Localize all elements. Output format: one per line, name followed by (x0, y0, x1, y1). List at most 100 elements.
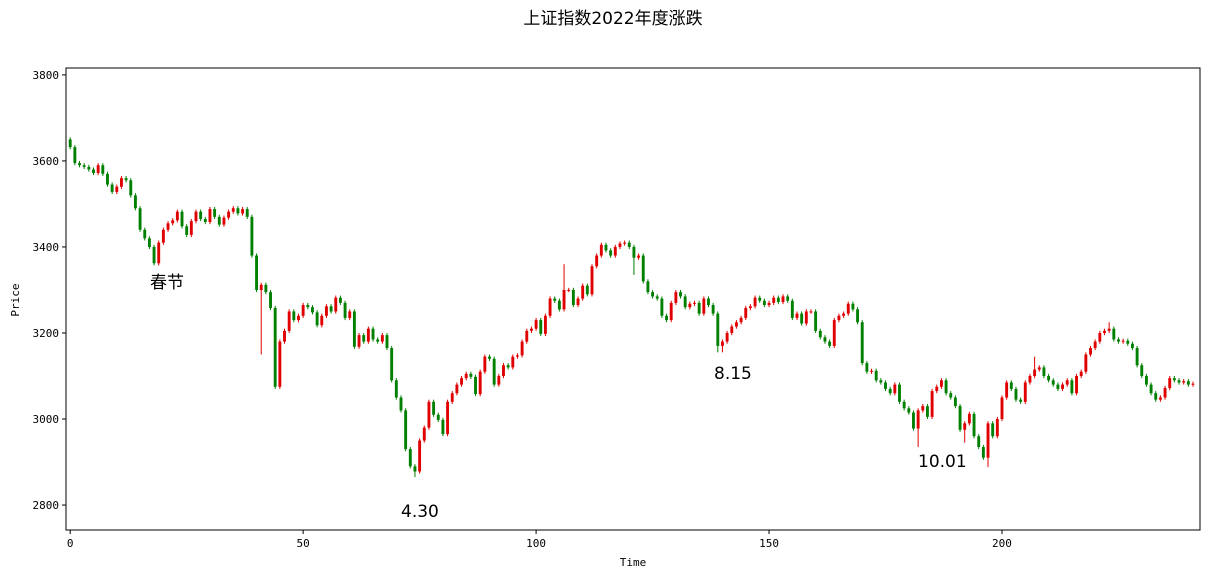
candle-body (949, 393, 953, 398)
candle-body (1117, 339, 1120, 342)
candle-body (520, 341, 524, 356)
candle-body (338, 297, 342, 303)
candle-body (1098, 332, 1102, 342)
candle-body (143, 229, 147, 239)
candle-body (832, 320, 836, 346)
candle-body (320, 315, 324, 326)
candle-body (1033, 369, 1037, 376)
plot-frame (65, 67, 1201, 531)
candle-body (1079, 371, 1083, 376)
candle-body (1191, 383, 1195, 385)
x-tick-label: 0 (67, 537, 74, 550)
candle-body (637, 255, 641, 258)
candle-body (269, 292, 272, 309)
candle-body (898, 384, 901, 402)
candle-body (301, 305, 305, 316)
candle-body (133, 195, 137, 209)
candle-body (758, 297, 762, 301)
candle-body (213, 209, 217, 217)
candle-body (297, 315, 300, 321)
candle-body (870, 370, 873, 372)
candle-body (991, 423, 995, 437)
candle-body (790, 300, 794, 318)
candle-body (115, 186, 119, 192)
candle-body (1005, 382, 1009, 398)
candle-body (702, 298, 706, 314)
candle-body (967, 413, 971, 424)
candle-body (68, 139, 72, 148)
candle-body (632, 246, 636, 258)
candle-body (371, 328, 375, 340)
candle-body (1009, 382, 1013, 389)
candle-body (688, 303, 692, 308)
candle-body (110, 184, 114, 192)
candle-body (96, 165, 100, 173)
candle-body (893, 384, 897, 394)
candle-body (413, 466, 417, 472)
candle-body (1047, 376, 1051, 381)
candle-body (1177, 380, 1181, 383)
candle-body (539, 320, 543, 334)
candle-body (1019, 399, 1023, 402)
candle-body (390, 348, 394, 381)
candle-body (846, 303, 850, 314)
candle-body (1037, 367, 1041, 370)
candle-body (660, 298, 664, 316)
candle-body (492, 358, 496, 385)
candle-body (278, 341, 282, 387)
x-axis-label: Time (620, 556, 647, 569)
candle-body (315, 312, 319, 326)
candle-body (511, 356, 515, 368)
candle-body (958, 406, 962, 430)
candle-body (92, 169, 95, 173)
x-tick-label: 150 (759, 537, 779, 550)
candle-body (152, 246, 156, 264)
candle-body (311, 307, 314, 313)
candle-body (422, 427, 426, 441)
candle-body (953, 397, 957, 407)
candle-body (557, 300, 561, 310)
annotation: 8.15 (714, 364, 752, 384)
candle-body (418, 440, 422, 472)
candle-body (655, 296, 659, 299)
candle-body (884, 382, 887, 389)
candle-body (748, 306, 752, 309)
candle-body (646, 281, 650, 293)
candle-body (674, 292, 678, 303)
candle-body (856, 309, 860, 323)
candle-body (669, 302, 673, 321)
candle-body (716, 313, 720, 346)
candle-body (185, 226, 189, 235)
candle-body (562, 289, 566, 310)
candle-body (525, 330, 529, 342)
y-tick-label: 3000 (33, 413, 60, 426)
candle-body (460, 378, 463, 385)
candle-body (432, 401, 436, 415)
candle-body (590, 266, 594, 295)
candle-body (534, 320, 538, 329)
candle-body (497, 376, 501, 385)
candle-body (1065, 380, 1069, 385)
candle-body (1107, 328, 1111, 331)
candle-body (823, 337, 827, 342)
candle-body (180, 211, 184, 227)
candle-body (189, 221, 193, 235)
candle-body (902, 401, 906, 409)
candle-body (828, 341, 832, 346)
candle-body (334, 297, 338, 312)
candle-body (576, 298, 580, 306)
candle-body (776, 297, 780, 303)
candle-body (255, 255, 258, 290)
candle-body (1172, 378, 1176, 381)
candle-body (800, 313, 804, 324)
candle-body (436, 414, 440, 420)
candle-body (977, 436, 981, 447)
candle-body (352, 311, 356, 347)
candle-body (781, 296, 785, 303)
candle-body (599, 244, 603, 256)
candle-body (250, 216, 254, 256)
candle-body (818, 330, 822, 338)
candle-body (753, 297, 757, 307)
candle-body (930, 391, 934, 417)
candle-body (124, 178, 128, 181)
